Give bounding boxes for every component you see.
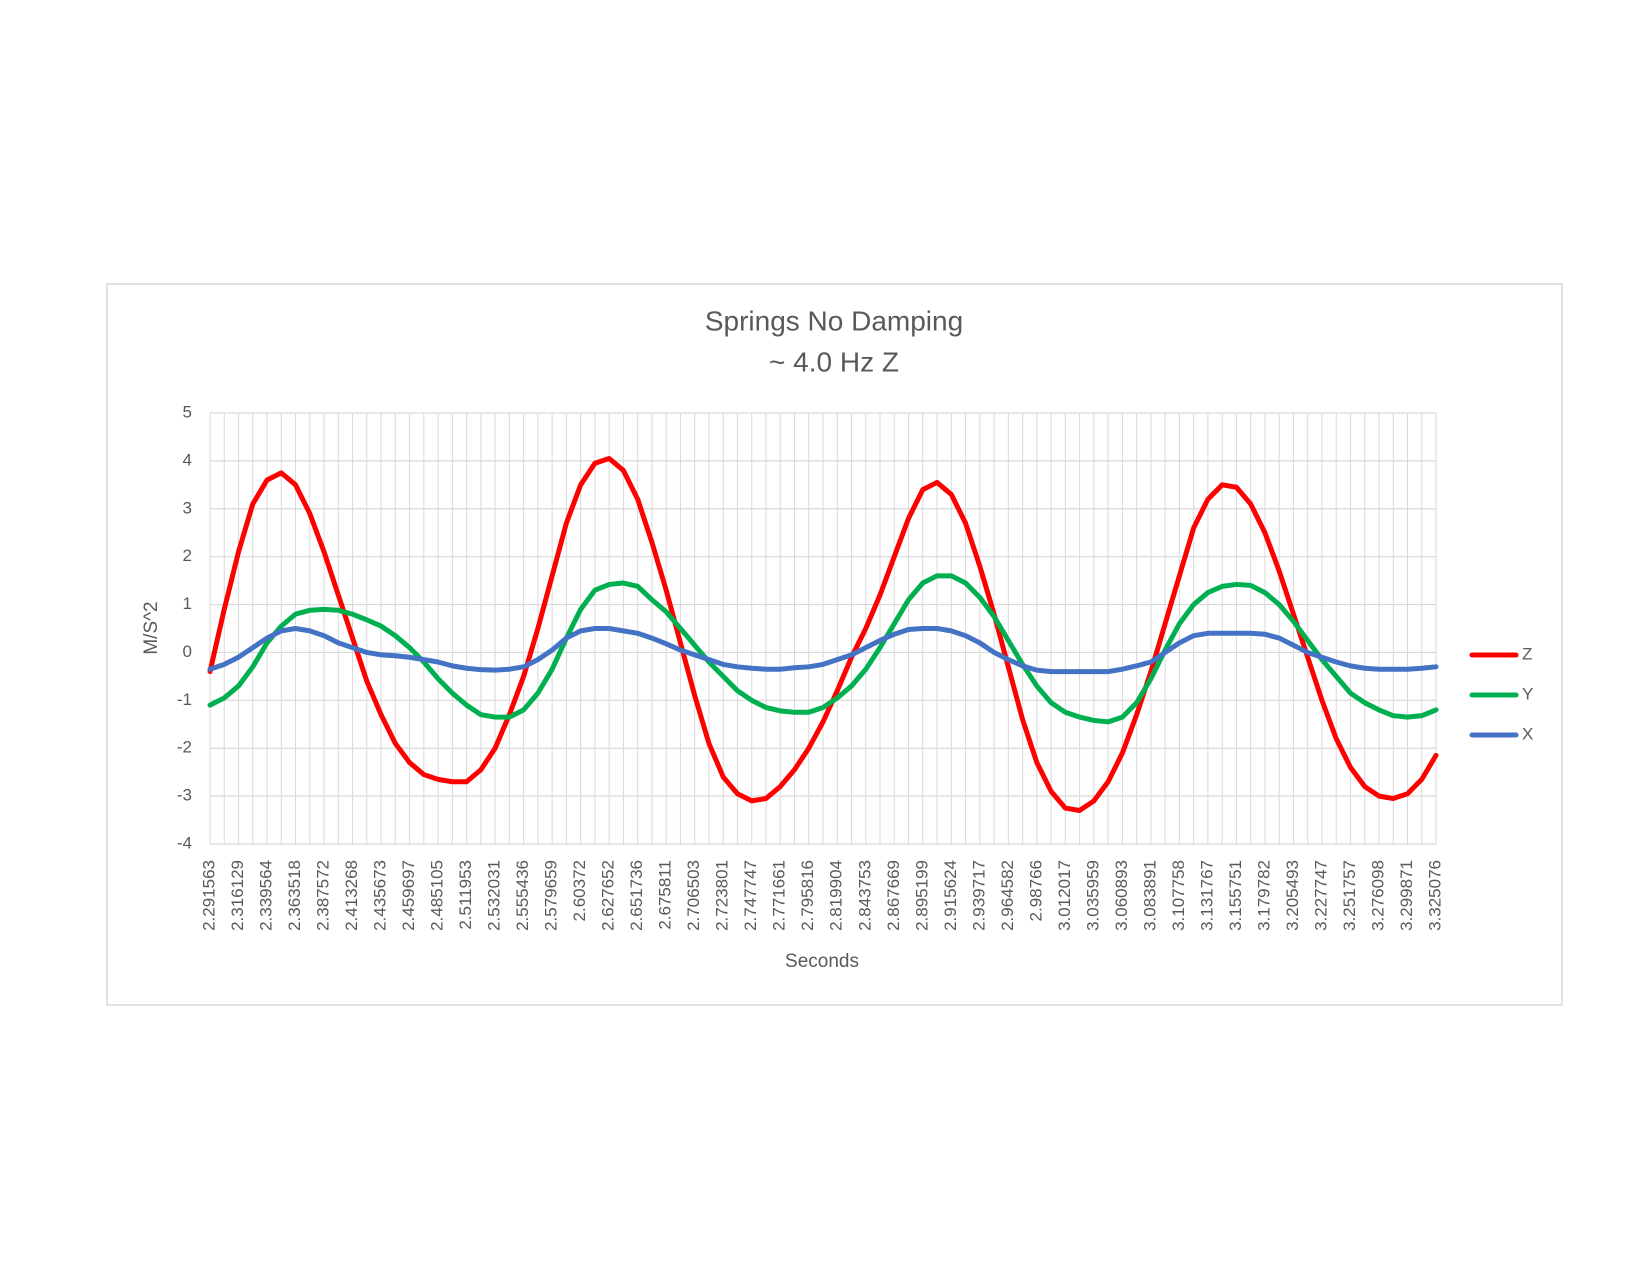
x-tick-label: 2.675811 bbox=[656, 860, 675, 930]
x-tick-label: 2.291563 bbox=[199, 860, 218, 931]
x-tick-label: 2.706503 bbox=[684, 860, 703, 931]
x-tick-label: 2.485105 bbox=[428, 860, 447, 931]
x-tick-label: 2.98766 bbox=[1026, 860, 1045, 921]
x-tick-label: 2.339564 bbox=[257, 860, 276, 931]
y-axis-label: M/S^2 bbox=[141, 601, 162, 654]
y-tick-label: -3 bbox=[177, 786, 192, 805]
x-tick-label: 2.387572 bbox=[314, 860, 333, 931]
y-tick-label: 3 bbox=[183, 498, 192, 517]
x-tick-label: 2.651736 bbox=[627, 860, 646, 931]
y-tick-label: -2 bbox=[177, 738, 192, 757]
series-line bbox=[207, 626, 1439, 675]
y-tick-label: 2 bbox=[183, 546, 192, 565]
x-tick-label: 2.723801 bbox=[713, 860, 732, 931]
y-tick-label: 1 bbox=[183, 594, 192, 613]
y-tick-label: 0 bbox=[183, 642, 192, 661]
x-tick-label: 2.939717 bbox=[969, 860, 988, 931]
x-tick-label: 3.012017 bbox=[1055, 860, 1074, 931]
series-line bbox=[207, 455, 1439, 813]
x-tick-label: 2.511953 bbox=[456, 860, 475, 930]
chart-title: Springs No Damping bbox=[705, 305, 963, 336]
x-tick-label: 2.867669 bbox=[884, 860, 903, 931]
x-tick-label: 3.107758 bbox=[1169, 860, 1188, 931]
x-tick-label: 3.155751 bbox=[1226, 860, 1245, 931]
x-tick-label: 3.131767 bbox=[1197, 860, 1216, 931]
x-tick-label: 3.276098 bbox=[1368, 860, 1387, 931]
x-tick-label: 2.843753 bbox=[855, 860, 874, 931]
x-tick-label: 2.747747 bbox=[741, 860, 760, 931]
x-tick-label: 2.819904 bbox=[827, 860, 846, 931]
x-tick-label: 3.227747 bbox=[1311, 860, 1330, 931]
x-tick-label: 3.205493 bbox=[1283, 860, 1302, 931]
y-tick-label: -1 bbox=[177, 690, 192, 709]
legend-label: X bbox=[1522, 724, 1533, 743]
x-tick-label: 2.915624 bbox=[941, 860, 960, 931]
y-tick-label: 5 bbox=[183, 402, 192, 421]
x-tick-label: 3.083891 bbox=[1140, 860, 1159, 931]
x-tick-label: 3.325076 bbox=[1425, 860, 1444, 931]
x-tick-label: 2.532031 bbox=[485, 860, 504, 931]
x-tick-label: 2.459697 bbox=[399, 860, 418, 931]
series-line bbox=[207, 573, 1439, 725]
x-tick-label: 2.435673 bbox=[371, 860, 390, 931]
x-tick-label: 3.060893 bbox=[1112, 860, 1131, 931]
x-tick-label: 2.60372 bbox=[570, 860, 589, 921]
x-tick-label: 2.627652 bbox=[599, 860, 618, 931]
x-tick-label: 3.299871 bbox=[1397, 860, 1416, 931]
x-tick-label: 2.895199 bbox=[912, 860, 931, 931]
x-tick-label: 3.035959 bbox=[1083, 860, 1102, 931]
x-axis-label: Seconds bbox=[785, 951, 859, 972]
x-tick-label: 2.555436 bbox=[513, 860, 532, 931]
legend-label: Y bbox=[1522, 684, 1533, 703]
x-tick-label: 2.413268 bbox=[342, 860, 361, 931]
x-tick-label: 2.363518 bbox=[285, 860, 304, 931]
y-tick-label: 4 bbox=[183, 450, 192, 469]
x-tick-label: 3.179782 bbox=[1254, 860, 1273, 931]
x-tick-label: 2.964582 bbox=[998, 860, 1017, 931]
x-tick-label: 2.316129 bbox=[228, 860, 247, 931]
legend-label: Z bbox=[1522, 644, 1532, 663]
x-tick-label: 2.795816 bbox=[798, 860, 817, 931]
x-tick-label: 3.251757 bbox=[1340, 860, 1359, 931]
y-tick-label: -4 bbox=[177, 833, 192, 852]
x-tick-label: 2.771661 bbox=[770, 860, 789, 931]
chart-subtitle: ~ 4.0 Hz Z bbox=[769, 346, 899, 377]
x-tick-label: 2.579659 bbox=[542, 860, 561, 931]
